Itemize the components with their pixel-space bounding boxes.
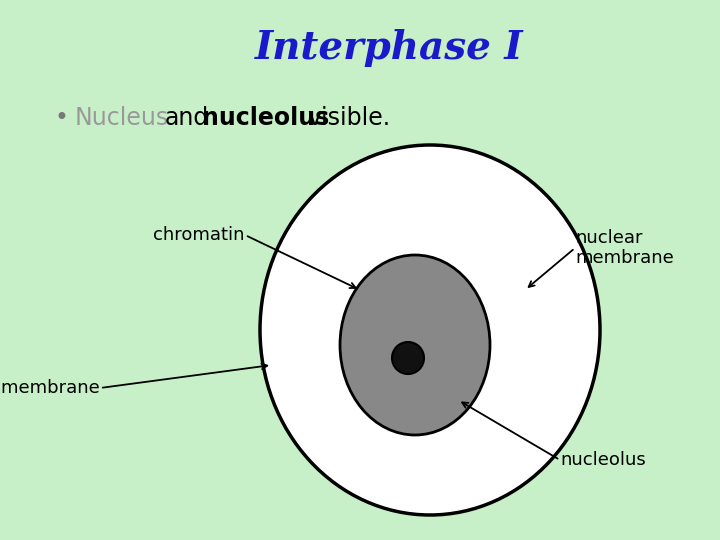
Ellipse shape [340, 255, 490, 435]
Text: nuclear
membrane: nuclear membrane [575, 228, 674, 267]
Text: Nucleus: Nucleus [75, 106, 169, 130]
Text: •: • [55, 106, 69, 130]
Text: and: and [165, 106, 210, 130]
Text: Interphase I: Interphase I [255, 29, 523, 67]
Text: nucleolus: nucleolus [560, 451, 646, 469]
Ellipse shape [392, 342, 424, 374]
Text: cell membrane: cell membrane [0, 379, 100, 397]
Text: visible.: visible. [307, 106, 390, 130]
Ellipse shape [260, 145, 600, 515]
Text: nucleolus: nucleolus [202, 106, 329, 130]
Text: chromatin: chromatin [153, 226, 245, 244]
